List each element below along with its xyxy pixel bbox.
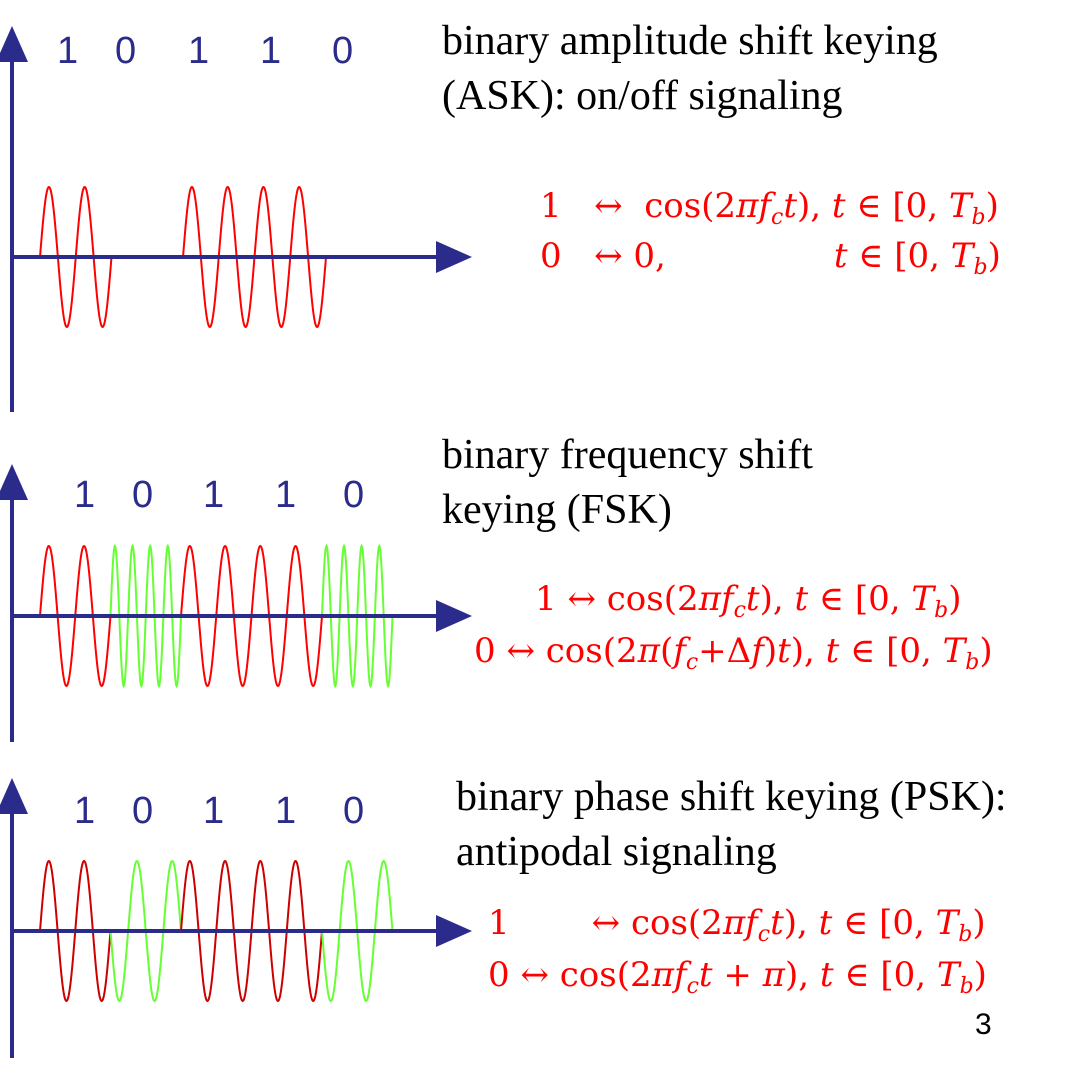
ask-bit: 0 [115, 30, 137, 72]
fsk-waveform [0, 464, 472, 742]
fsk-bit: 1 [275, 474, 297, 516]
psk-title: binary phase shift keying (PSK): antipod… [456, 770, 1007, 880]
psk-bit: 1 [74, 790, 96, 832]
fsk-bit: 1 [74, 474, 96, 516]
fsk-equation-0: 0 ↔ cos(2π(fc+Δf)t), t ∈ [0, Tb) [474, 631, 993, 675]
slide-number: 3 [975, 1008, 992, 1041]
psk-title-line: antipodal signaling [456, 829, 777, 875]
psk-bit: 0 [343, 790, 365, 832]
fsk-title-line: keying (FSK) [442, 487, 672, 533]
psk-bit: 1 [203, 790, 225, 832]
fsk-title-line: binary frequency shift [442, 432, 813, 478]
ask-title-line: (ASK): on/off signaling [442, 73, 843, 119]
psk-equation-1: 1 ↔ cos(2πfct), t ∈ [0, Tb) [488, 903, 986, 947]
ask-bit: 1 [188, 30, 210, 72]
ask-bit: 1 [260, 30, 282, 72]
fsk-bit: 1 [203, 474, 225, 516]
psk-bit: 1 [275, 790, 297, 832]
ask-equation-1: 1 ↔ cos(2πfct), t ∈ [0, Tb) [540, 186, 999, 230]
fsk-bit: 0 [132, 474, 154, 516]
ask-equation-0: 0 ↔ 0, t ∈ [0, Tb) [540, 236, 1001, 280]
ask-waveform [0, 26, 472, 412]
ask-bit: 1 [57, 30, 79, 72]
psk-title-line: binary phase shift keying (PSK): [456, 774, 1007, 820]
fsk-title: binary frequency shift keying (FSK) [442, 428, 813, 538]
psk-equation-0: 0 ↔ cos(2πfct + π), t ∈ [0, Tb) [488, 955, 987, 999]
ask-title-line: binary amplitude shift keying [442, 18, 938, 64]
ask-bit: 0 [332, 30, 354, 72]
fsk-equation-1: 1 ↔ cos(2πfct), t ∈ [0, Tb) [535, 579, 962, 623]
fsk-bit: 0 [343, 474, 365, 516]
psk-bit: 0 [132, 790, 154, 832]
psk-waveform [0, 778, 472, 1058]
ask-title: binary amplitude shift keying (ASK): on/… [442, 14, 938, 124]
